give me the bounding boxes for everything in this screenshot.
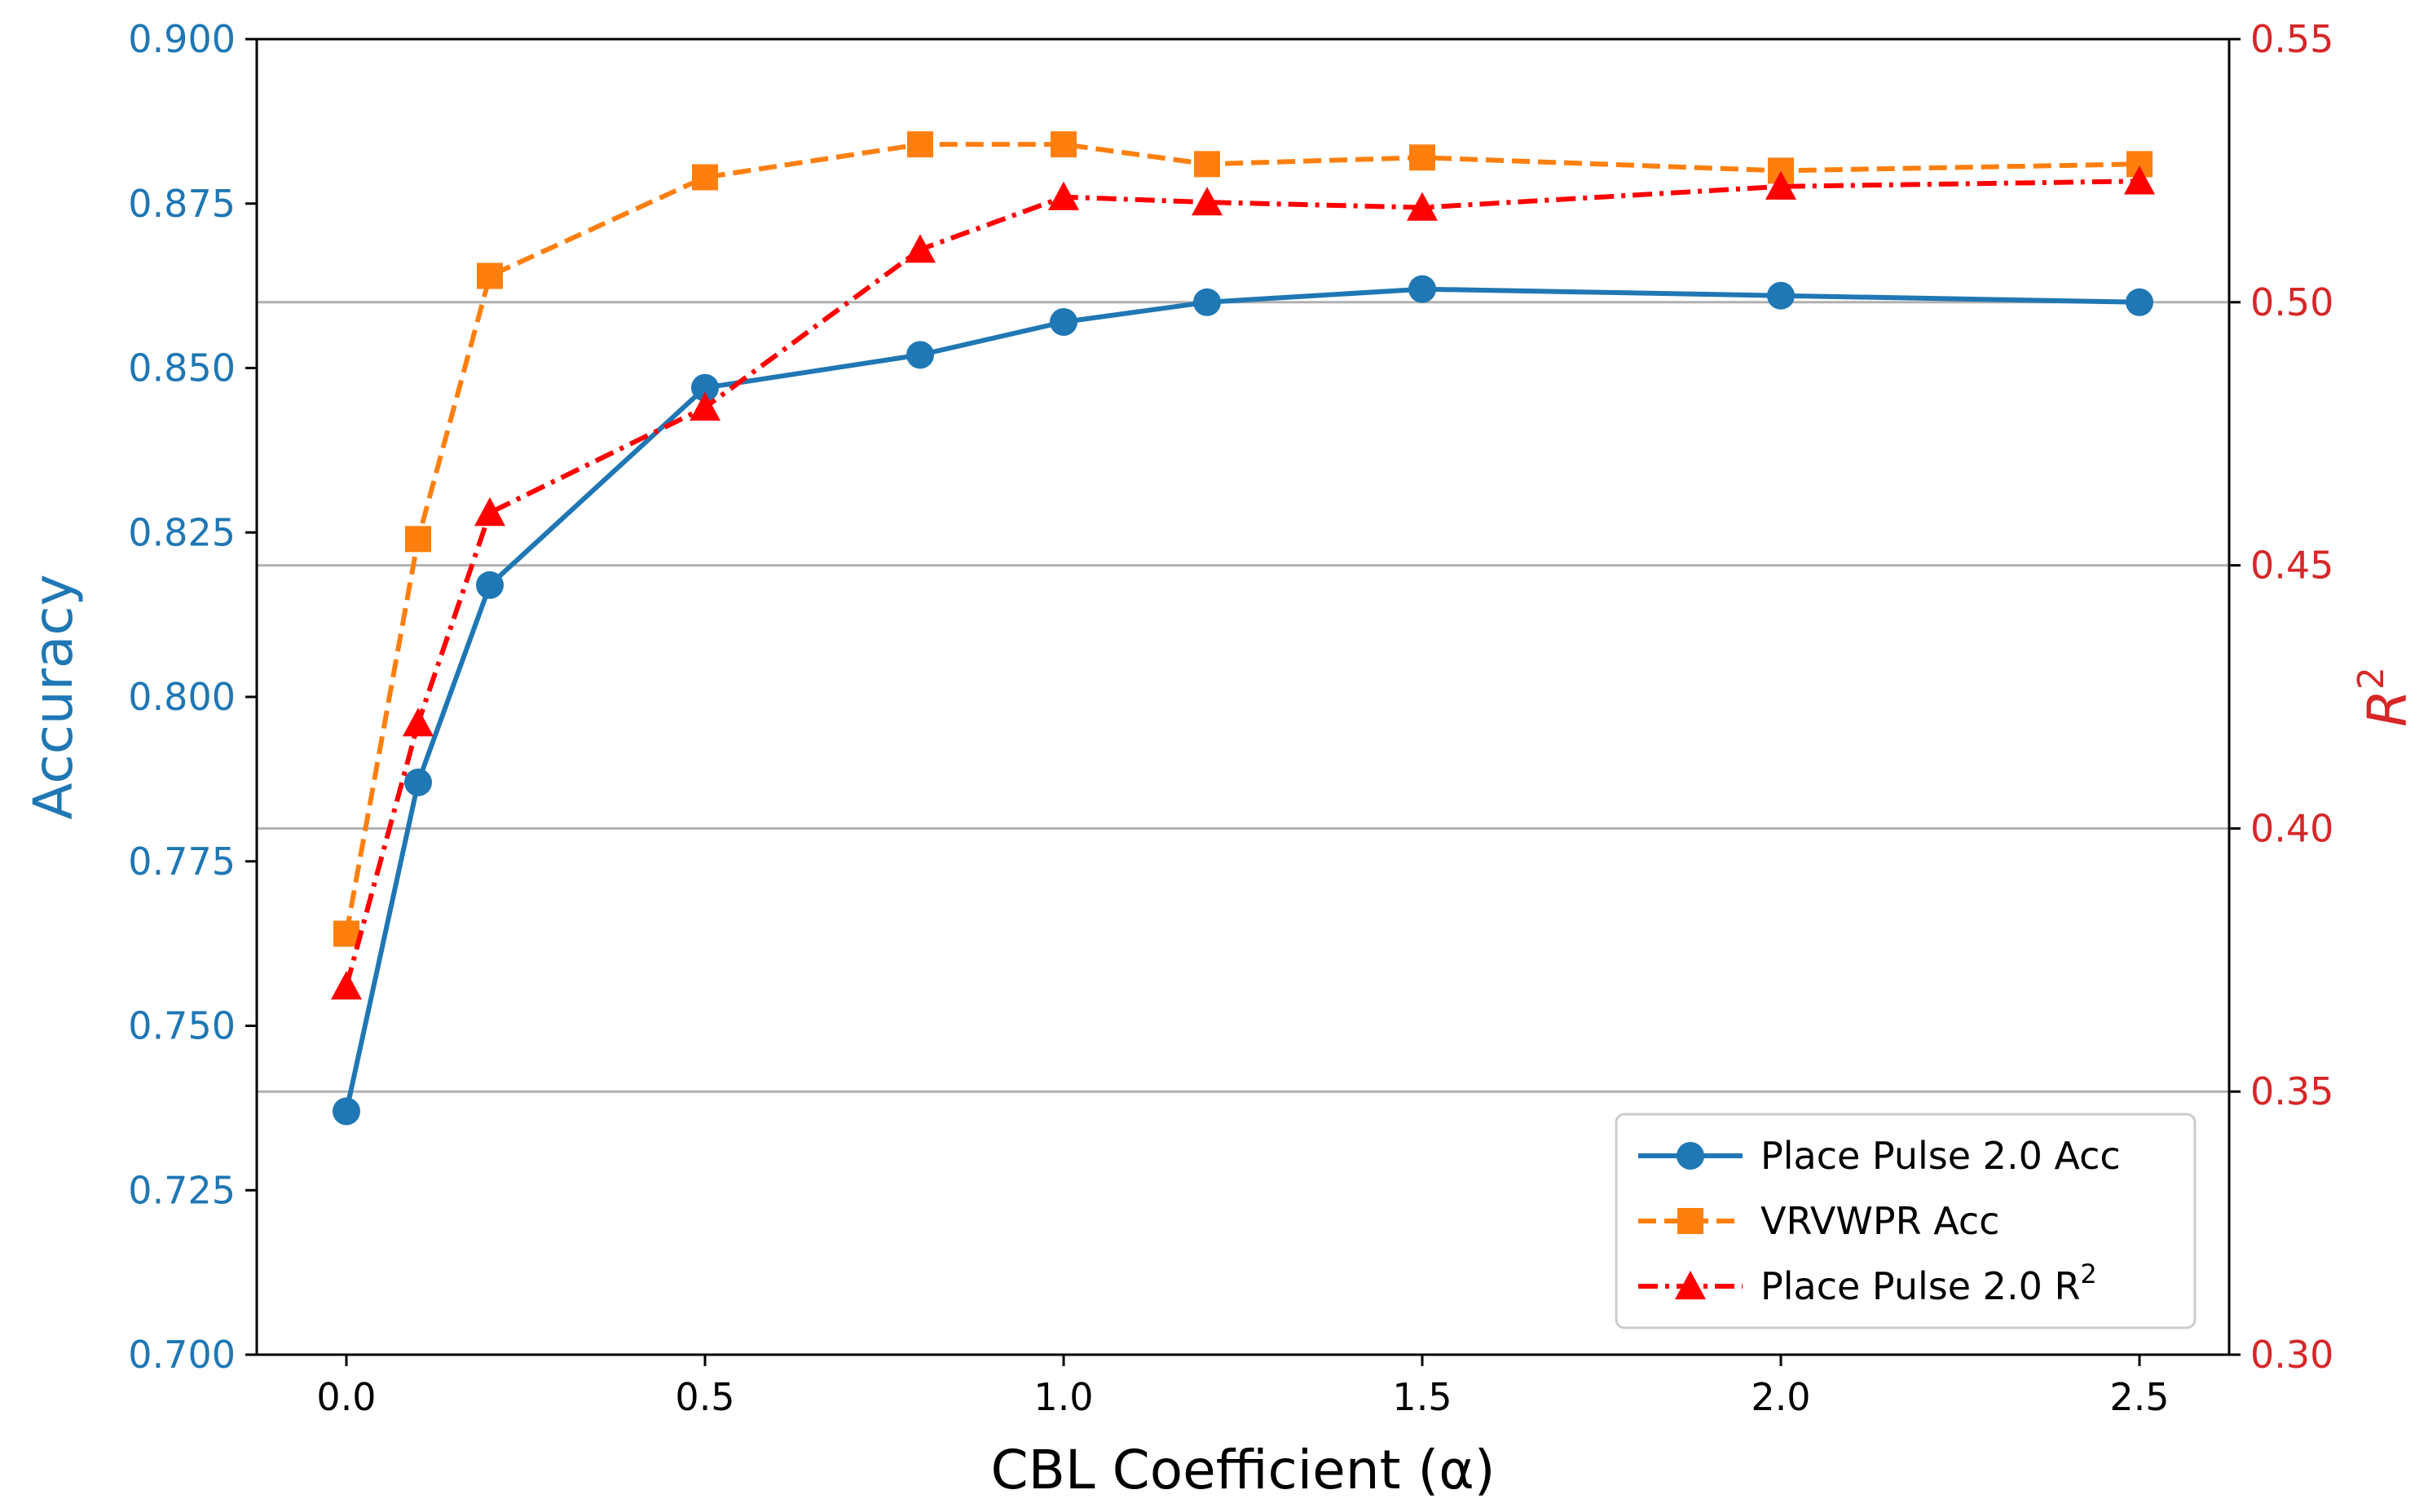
data-point-marker bbox=[1409, 144, 1435, 171]
legend-marker bbox=[1677, 1142, 1704, 1170]
data-point-marker bbox=[1051, 131, 1077, 158]
left-y-tick-label: 0.700 bbox=[128, 1333, 236, 1377]
left-y-tick-label: 0.850 bbox=[128, 346, 236, 390]
right-y-tick-label: 0.55 bbox=[2250, 17, 2333, 61]
data-point-marker bbox=[1193, 288, 1221, 316]
x-tick-label: 0.5 bbox=[675, 1375, 734, 1419]
x-tick-label: 1.0 bbox=[1033, 1375, 1093, 1419]
x-tick-label: 2.0 bbox=[1751, 1375, 1810, 1419]
legend-label: VRVWPR Acc bbox=[1760, 1199, 1999, 1243]
legend-marker bbox=[1677, 1208, 1703, 1234]
left-y-tick-label: 0.900 bbox=[128, 17, 236, 61]
data-point-marker bbox=[905, 234, 936, 263]
data-point-marker bbox=[692, 164, 718, 191]
data-point-marker bbox=[1050, 308, 1077, 337]
data-point-marker bbox=[691, 373, 719, 402]
legend: Place Pulse 2.0 Acc VRVWPR Acc Place Pulse… bbox=[1615, 1113, 2197, 1329]
data-point-marker bbox=[476, 571, 504, 599]
data-point-marker bbox=[2126, 288, 2153, 316]
right-y-tick-label: 0.40 bbox=[2250, 806, 2333, 850]
left-y-axis-label: Accuracy bbox=[22, 574, 85, 819]
series-group bbox=[331, 131, 2155, 1126]
data-point-marker bbox=[477, 262, 503, 289]
series-line bbox=[344, 286, 2140, 1113]
x-axis-label: CBL Coefficient (α) bbox=[991, 1439, 1496, 1501]
data-point-marker bbox=[906, 341, 934, 369]
data-point-marker bbox=[1407, 192, 1438, 221]
right-y-axis-label-base: R bbox=[2356, 690, 2419, 727]
legend-label: Place Pulse 2.0 R2 bbox=[1760, 1259, 2097, 1308]
legend-marker bbox=[1675, 1271, 1706, 1300]
x-tick-label: 0.0 bbox=[316, 1375, 376, 1419]
left-y-tick-label: 0.875 bbox=[128, 182, 236, 226]
data-point-marker bbox=[907, 131, 933, 158]
data-point-marker bbox=[1767, 281, 1795, 310]
data-point-marker bbox=[1765, 170, 1796, 200]
series-line bbox=[344, 179, 2140, 987]
data-point-marker bbox=[404, 768, 432, 796]
left-y-tick-label: 0.750 bbox=[128, 1004, 236, 1048]
axis-ticks: 0.0 0.5 1.0 1.5 2.0 2.5 0.700 0.725 0.750 0.775 0.… bbox=[128, 17, 2333, 1419]
series-line bbox=[344, 142, 2140, 935]
data-point-marker bbox=[1048, 181, 1079, 210]
left-y-tick-label: 0.800 bbox=[128, 675, 236, 719]
right-y-tick-label: 0.30 bbox=[2250, 1333, 2333, 1377]
left-y-tick-label: 0.775 bbox=[128, 840, 236, 884]
data-point-marker bbox=[2124, 165, 2155, 195]
data-point-marker bbox=[1194, 151, 1220, 178]
data-point-marker bbox=[690, 391, 720, 421]
data-point-marker bbox=[1192, 187, 1223, 216]
data-point-marker bbox=[474, 497, 505, 527]
right-y-tick-label: 0.50 bbox=[2250, 280, 2333, 324]
right-y-axis-label: R2 bbox=[2351, 667, 2419, 727]
data-point-marker bbox=[405, 526, 431, 553]
data-point-marker bbox=[333, 920, 359, 947]
legend-label-base: Place Pulse 2.0 R bbox=[1760, 1264, 2080, 1308]
data-point-marker bbox=[331, 971, 362, 1000]
legend-label: Place Pulse 2.0 Acc bbox=[1760, 1134, 2121, 1178]
data-point-marker bbox=[1408, 275, 1436, 303]
left-y-tick-label: 0.725 bbox=[128, 1168, 236, 1212]
x-tick-label: 2.5 bbox=[2109, 1375, 2169, 1419]
x-tick-label: 1.5 bbox=[1392, 1375, 1452, 1419]
left-y-tick-label: 0.825 bbox=[128, 510, 236, 554]
right-y-tick-label: 0.35 bbox=[2250, 1069, 2333, 1113]
data-point-marker bbox=[403, 708, 434, 737]
right-y-axis-label-sup: 2 bbox=[2351, 667, 2392, 690]
data-point-marker bbox=[333, 1097, 360, 1126]
gridlines bbox=[257, 301, 2229, 1093]
legend-label-base: Place Pulse 2.0 Acc bbox=[1760, 1134, 2121, 1178]
legend-box bbox=[1615, 1113, 2197, 1329]
legend-label-base: VRVWPR Acc bbox=[1760, 1199, 1999, 1243]
right-y-tick-label: 0.45 bbox=[2250, 544, 2333, 588]
legend-label-sup: 2 bbox=[2080, 1259, 2096, 1289]
